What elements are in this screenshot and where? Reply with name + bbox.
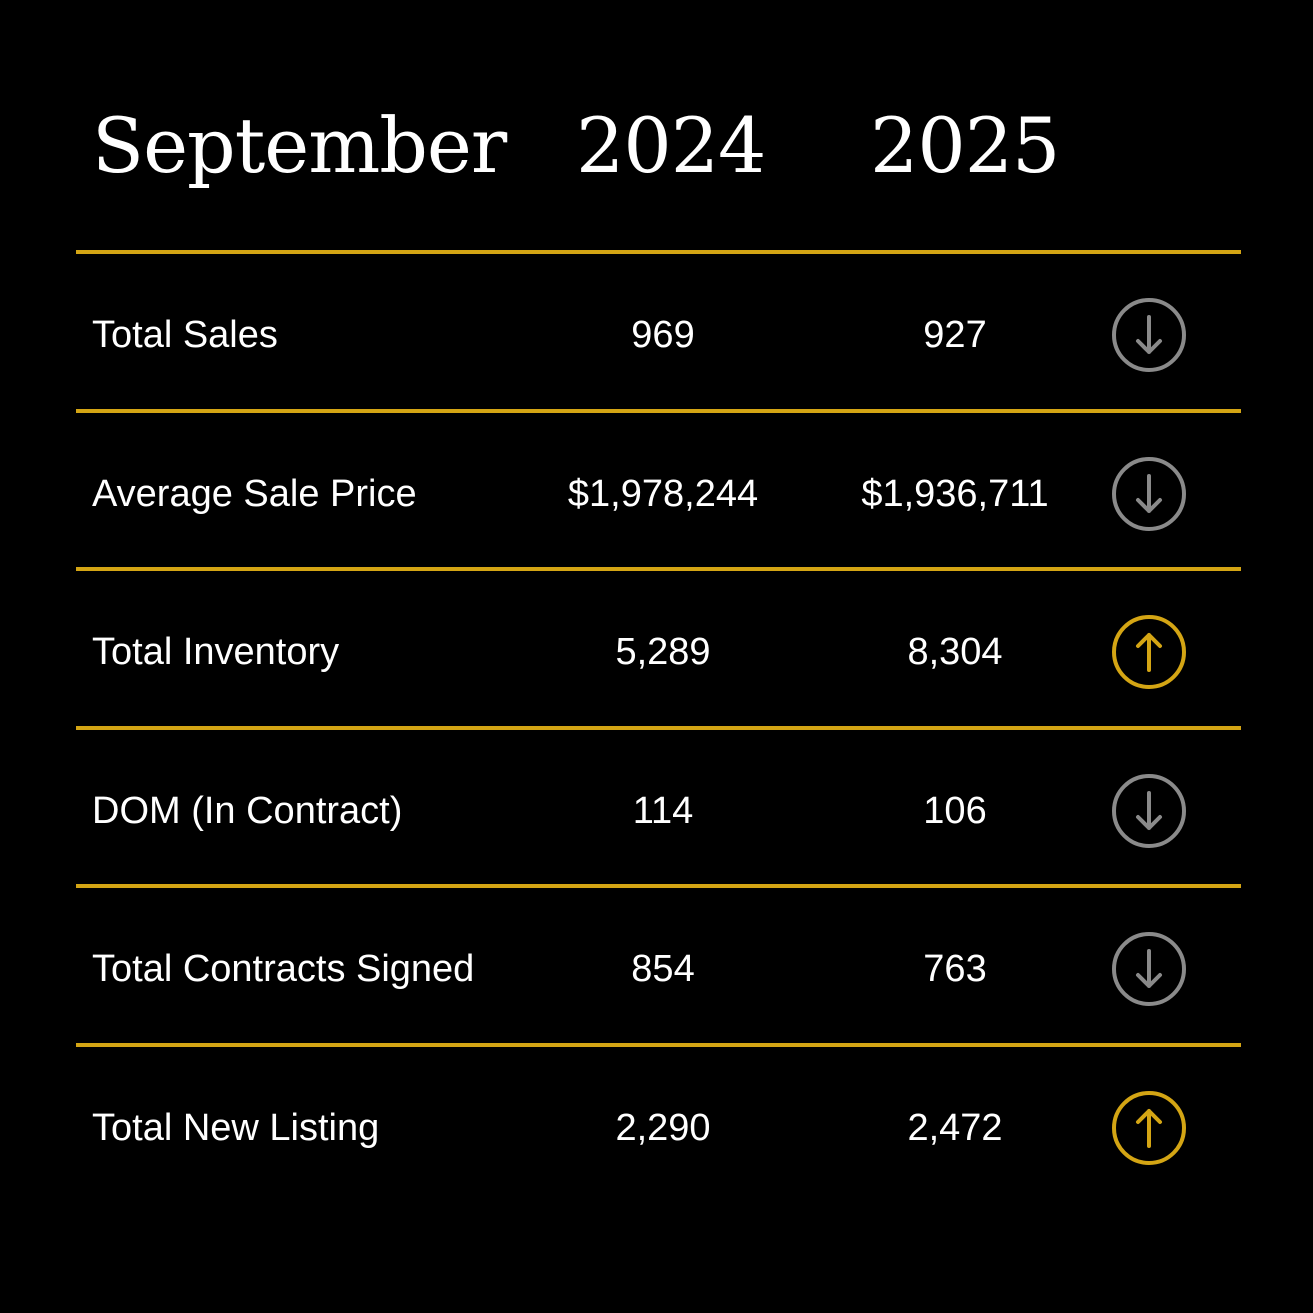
value-2024: 5,289 <box>615 631 711 673</box>
arrow-up-circle-icon <box>1112 615 1186 689</box>
table-row: Total New Listing 2,290 2,472 <box>0 1047 1313 1205</box>
table-row: Average Sale Price $1,978,244 $1,936,711 <box>0 413 1313 571</box>
value-2025: 8,304 <box>907 631 1003 673</box>
table-header: September 2024 2025 <box>0 0 1313 250</box>
row-divider <box>76 884 1241 888</box>
arrow-down-circle-icon <box>1112 932 1186 1006</box>
row-label: Average Sale Price <box>92 472 417 515</box>
value-2024: 969 <box>631 314 695 356</box>
table-row: Total Sales 969 927 <box>0 254 1313 412</box>
value-2024: 2,290 <box>615 1106 711 1149</box>
value-2024: 114 <box>632 789 694 832</box>
table-row: Total Contracts Signed 854 763 <box>0 888 1313 1046</box>
row-divider <box>76 408 1241 413</box>
row-divider <box>76 567 1241 571</box>
arrow-up-circle-icon <box>1112 1090 1186 1165</box>
row-label: DOM (In Contract) <box>92 789 403 832</box>
value-2025: 106 <box>923 789 987 832</box>
value-2025: $1,936,711 <box>861 472 1049 515</box>
month-heading: September <box>92 101 507 190</box>
table-row: Total Inventory 5,289 8,304 <box>0 571 1313 729</box>
row-label: Total Sales <box>92 314 278 356</box>
row-label: Total Inventory <box>92 631 340 673</box>
row-label: Total New Listing <box>92 1106 380 1149</box>
arrow-down-circle-icon <box>1112 773 1186 848</box>
table-row: DOM (In Contract) 114 106 <box>0 730 1313 888</box>
year-2025-heading: 2025 <box>870 101 1060 190</box>
value-2025: 763 <box>923 948 987 990</box>
value-2025: 927 <box>923 314 987 356</box>
year-2024-heading: 2024 <box>576 101 766 190</box>
arrow-down-circle-icon <box>1112 298 1186 372</box>
row-label: Total Contracts Signed <box>92 948 475 990</box>
row-divider <box>76 725 1241 730</box>
value-2025: 2,472 <box>907 1106 1003 1149</box>
value-2024: $1,978,244 <box>567 472 759 515</box>
value-2024: 854 <box>631 948 695 990</box>
row-divider <box>76 250 1241 254</box>
arrow-down-circle-icon <box>1112 456 1186 531</box>
row-divider <box>76 1042 1241 1047</box>
